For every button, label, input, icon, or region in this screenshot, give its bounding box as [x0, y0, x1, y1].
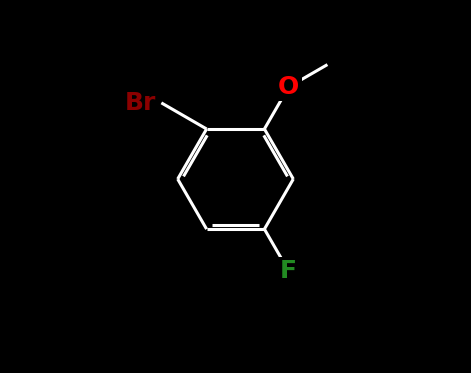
- Text: O: O: [278, 75, 299, 99]
- Text: Br: Br: [124, 91, 156, 115]
- Text: F: F: [280, 259, 297, 283]
